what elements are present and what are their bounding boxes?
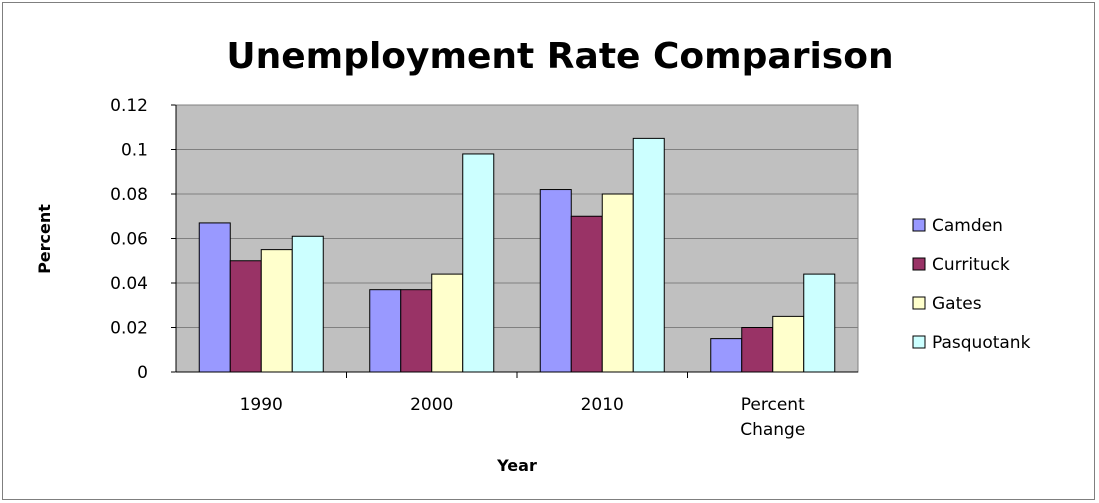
x-tick-labels: 1990 2000 2010 Percent Change [240, 395, 806, 440]
bars [198, 137, 836, 373]
bar-currituck-2000 [400, 289, 433, 373]
chart-title: Unemployment Rate Comparison [226, 36, 893, 77]
y-tick-label: 0.1 [121, 141, 148, 161]
bar-pasquotank-percent-change [803, 273, 836, 373]
bar-camden-percent-change [710, 338, 743, 373]
y-tick-label: 0.04 [110, 274, 148, 294]
y-tick-label: 0 [137, 363, 148, 383]
bar-gates-percent-change [772, 315, 805, 373]
legend-label-pasquotank: Pasquotank [932, 333, 1031, 353]
bar-pasquotank-1990 [291, 235, 324, 373]
legend-label-gates: Gates [932, 294, 982, 314]
x-tick-label: 2010 [581, 395, 624, 415]
x-tick-label: 1990 [240, 395, 283, 415]
x-tick-label: 2000 [410, 395, 453, 415]
bar-camden-2010 [539, 189, 572, 373]
legend-swatch-pasquotank [912, 335, 926, 349]
bar-currituck-percent-change [741, 327, 774, 373]
bar-pasquotank-2010 [632, 137, 665, 373]
y-tick-labels: 0 0.02 0.04 0.06 0.08 0.1 0.12 [110, 96, 148, 383]
legend: Camden Currituck Gates Pasquotank [912, 216, 1031, 353]
axes [171, 104, 859, 378]
bar-currituck-2010 [570, 215, 603, 373]
x-tick-label: Percent [741, 395, 805, 415]
bar-camden-2000 [369, 289, 402, 373]
legend-swatch-gates [912, 296, 926, 310]
y-axis-title: Percent [35, 204, 54, 274]
bar-currituck-1990 [229, 260, 262, 373]
bar-pasquotank-2000 [462, 153, 495, 373]
legend-label-camden: Camden [932, 216, 1003, 236]
y-tick-label: 0.06 [110, 230, 148, 250]
bar-gates-2010 [601, 193, 634, 373]
legend-label-currituck: Currituck [932, 255, 1010, 275]
y-tick-label: 0.08 [110, 185, 148, 205]
legend-swatch-camden [912, 218, 926, 232]
y-tick-label: 0.12 [110, 96, 148, 116]
x-tick-label: Change [740, 420, 805, 440]
y-tick-label: 0.02 [110, 319, 148, 339]
bar-gates-2000 [431, 273, 464, 373]
legend-swatch-currituck [912, 257, 926, 271]
bar-gates-1990 [260, 249, 293, 373]
bar-camden-1990 [198, 222, 231, 373]
x-axis-title: Year [496, 456, 537, 475]
